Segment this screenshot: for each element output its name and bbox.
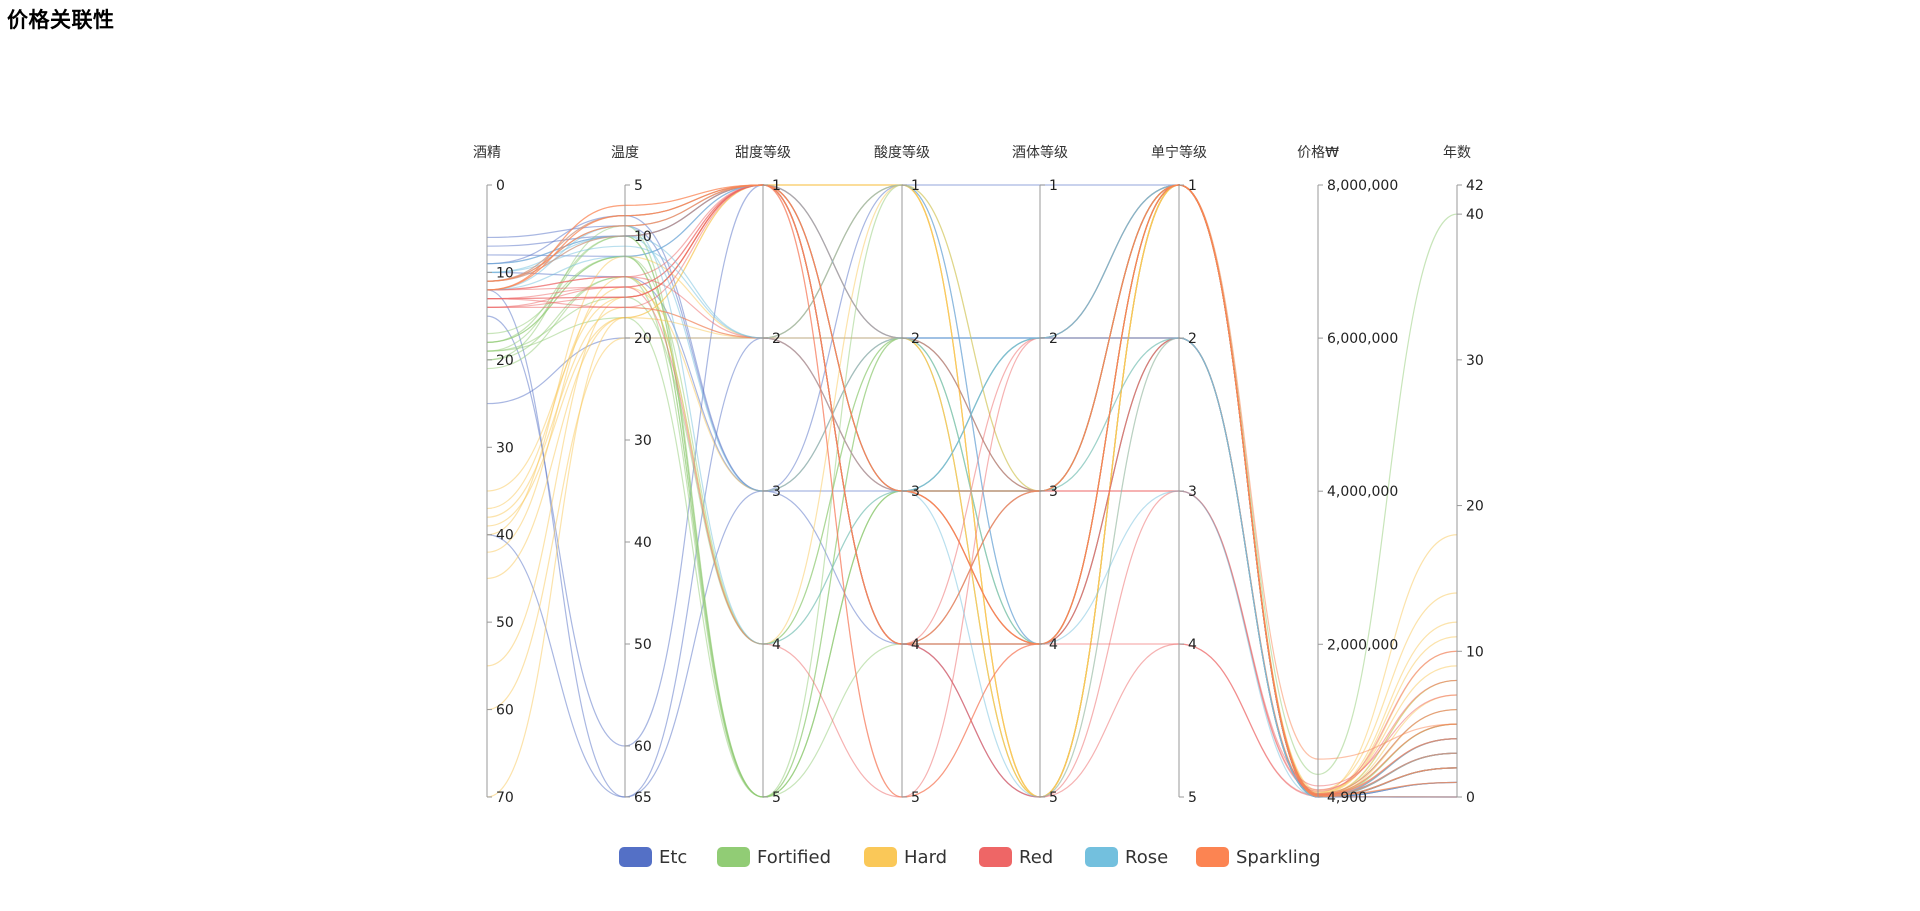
series-line [486, 225, 1458, 798]
tick-label: 5 [772, 790, 781, 806]
axis-name: 温度 [611, 145, 639, 161]
axis-name: 价格₩ [1297, 145, 1339, 161]
tick-label: 1 [1049, 178, 1058, 194]
tick-label: 5 [1188, 790, 1197, 806]
tick-label: 40 [1466, 207, 1484, 223]
tick-label: 6,000,000 [1327, 331, 1398, 347]
tick-label: 20 [1466, 499, 1484, 515]
tick-label: 5 [911, 790, 920, 806]
tick-label: 60 [634, 739, 652, 755]
legend-swatch [1196, 847, 1229, 867]
tick-label: 40 [496, 528, 514, 544]
series-line [486, 184, 1458, 795]
axis: 酒精 0 10 20 30 40 50 60 70 [473, 145, 514, 806]
legend-item-sparkling[interactable]: Sparkling [1196, 847, 1321, 868]
legend-label: Etc [659, 847, 687, 868]
legend-item-rose[interactable]: Rose [1085, 847, 1168, 868]
axes-layer: 酒精010203040506070温度510203040506065甜度等级12… [473, 144, 1484, 806]
tick-label: 20 [634, 331, 652, 347]
legend-label: Sparkling [1236, 847, 1321, 868]
legend-label: Rose [1125, 847, 1168, 868]
tick-label: 3 [1049, 484, 1058, 500]
axis: 酒体等级 1 2 3 4 5 [1012, 144, 1068, 806]
tick-label: 2 [911, 331, 920, 347]
legend[interactable]: Etc Fortified Hard Red Rose Sparkling [619, 847, 1321, 868]
axis: 年数 0 10 20 30 40 42 [1443, 145, 1484, 806]
tick-label: 4,900 [1327, 790, 1367, 806]
legend-item-red[interactable]: Red [979, 847, 1053, 868]
axis: 甜度等级 1 2 3 4 5 [735, 144, 791, 806]
tick-label: 70 [496, 790, 514, 806]
legend-swatch [979, 847, 1012, 867]
series-line [487, 306, 1458, 787]
tick-label: 1 [911, 178, 920, 194]
legend-label: Red [1019, 847, 1053, 868]
tick-label: 2 [1049, 331, 1058, 347]
axis-name: 酒精 [473, 145, 501, 161]
axis: 温度 5 10 20 30 40 50 60 65 [611, 145, 652, 806]
legend-item-hard[interactable]: Hard [864, 847, 947, 868]
tick-label: 30 [634, 433, 652, 449]
legend-item-etc[interactable]: Etc [619, 847, 687, 868]
axis-name: 酸度等级 [874, 144, 930, 161]
tick-label: 50 [634, 637, 652, 653]
tick-label: 50 [496, 615, 514, 631]
tick-label: 5 [634, 178, 643, 194]
legend-swatch [619, 847, 652, 867]
tick-label: 3 [911, 484, 920, 500]
tick-label: 30 [496, 440, 514, 456]
tick-label: 2,000,000 [1327, 637, 1398, 653]
tick-label: 2 [772, 331, 781, 347]
legend-label: Hard [904, 847, 947, 868]
tick-label: 4 [1049, 637, 1058, 653]
tick-label: 10 [1466, 644, 1484, 660]
tick-label: 5 [1049, 790, 1058, 806]
legend-item-fortified[interactable]: Fortified [717, 847, 831, 868]
axis: 价格₩ 4,900 2,000,000 4,000,000 6,000,000 8,000… [1297, 145, 1398, 806]
legend-swatch [717, 847, 750, 867]
legend-swatch [1085, 847, 1118, 867]
tick-label: 4 [911, 637, 920, 653]
axis-name: 年数 [1443, 145, 1471, 161]
series-line [486, 184, 1458, 760]
axis: 单宁等级 1 2 3 4 5 [1151, 144, 1207, 806]
axis-name: 酒体等级 [1012, 144, 1068, 161]
tick-label: 3 [772, 484, 781, 500]
axis: 酸度等级 1 2 3 4 5 [874, 144, 930, 806]
tick-label: 4 [1188, 637, 1197, 653]
tick-label: 40 [634, 535, 652, 551]
tick-label: 1 [772, 178, 781, 194]
tick-label: 8,000,000 [1327, 178, 1398, 194]
tick-label: 4 [772, 637, 781, 653]
series-line [486, 286, 1458, 798]
legend-swatch [864, 847, 897, 867]
series-line [486, 184, 1458, 798]
tick-label: 4,000,000 [1327, 484, 1398, 500]
axis-name: 甜度等级 [735, 144, 791, 161]
tick-label: 0 [496, 178, 505, 194]
series-lines-layer [486, 184, 1458, 798]
page-title: 价格关联性 [7, 8, 115, 32]
tick-label: 2 [1188, 331, 1197, 347]
tick-label: 30 [1466, 353, 1484, 369]
tick-label: 20 [496, 353, 514, 369]
series-line [486, 184, 1458, 798]
tick-label: 3 [1188, 484, 1197, 500]
series-line [486, 337, 1458, 798]
tick-label: 0 [1466, 790, 1475, 806]
legend-label: Fortified [757, 847, 831, 868]
tick-label: 1 [1188, 178, 1197, 194]
tick-label: 60 [496, 703, 514, 719]
tick-label: 10 [496, 265, 514, 281]
tick-label: 10 [634, 229, 652, 245]
tick-label: 42 [1466, 178, 1484, 194]
axis-name: 单宁等级 [1151, 144, 1207, 161]
tick-label: 65 [634, 790, 652, 806]
